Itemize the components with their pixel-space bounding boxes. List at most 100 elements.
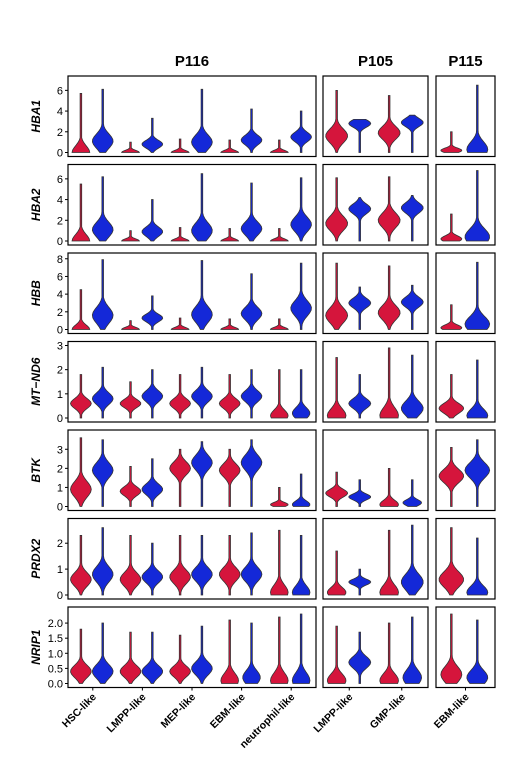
y-tick-label-nrip1-4: 2.0 (48, 618, 63, 630)
violin-nrip1-p116-hsc-like-g2 (91, 622, 114, 684)
y-tick-label-hba1-2: 4 (57, 106, 63, 118)
violin-prdx2-p116-hsc-like-g2 (92, 527, 114, 596)
violin-prdx2-p105-lmpp-like-g2 (348, 568, 372, 596)
violin-hbb-p116-mep-like-g1 (170, 317, 190, 330)
category-label-p116-hsc-like: HSC-like (60, 691, 99, 730)
violin-nrip1-p116-lmpp-like-g2 (141, 631, 164, 684)
gene-label-nrip1: NRIP1 (29, 629, 43, 665)
violin-mt-nd6-p116-mep-like-g1 (169, 374, 191, 419)
panel-prdx2-p105 (322, 517, 429, 600)
violin-mt-nd6-p115-ebm-like-g1 (438, 374, 465, 419)
violin-btk-p116-mep-like-g2 (191, 441, 213, 507)
violin-nrip1-p116-neutrophil-like-g1 (270, 616, 289, 684)
violin-nrip1-p115-ebm-like-g1 (440, 613, 463, 684)
violin-hba1-p105-gmp-like-g1 (377, 95, 401, 153)
y-tick-label-mt-nd6-0: 0 (57, 413, 63, 425)
violin-hbb-p116-hsc-like-g2 (91, 259, 114, 330)
y-tick-label-prdx2-1: 1 (57, 564, 63, 576)
violin-prdx2-p105-lmpp-like-g1 (326, 550, 347, 596)
violin-btk-p105-gmp-like-g2 (402, 479, 422, 507)
violin-hbb-p116-hsc-like-g1 (71, 289, 91, 330)
violin-btk-p116-ebm-like-g1 (218, 448, 241, 507)
violin-hba1-p116-mep-like-g2 (191, 88, 213, 153)
y-tick-label-hba2-1: 2 (57, 215, 63, 227)
violin-hbb-p116-ebm-like-g1 (220, 318, 240, 330)
violin-nrip1-p115-ebm-like-g2 (466, 619, 489, 684)
panel-hba1-p105 (322, 75, 429, 158)
violin-hba1-p116-neutrophil-like-g1 (269, 139, 289, 153)
violin-prdx2-p105-gmp-like-g2 (400, 524, 424, 596)
violin-mt-nd6-p116-mep-like-g2 (191, 366, 213, 419)
violin-hba1-p115-ebm-like-g1 (440, 131, 463, 153)
y-tick-label-btk-1: 1 (57, 482, 63, 494)
violin-hbb-p116-mep-like-g2 (191, 260, 213, 330)
violin-prdx2-p116-neutrophil-like-g1 (270, 529, 289, 596)
panel-hbb-p115 (435, 252, 496, 335)
violin-prdx2-p116-hsc-like-g1 (70, 535, 92, 596)
violin-hba1-p116-neutrophil-like-g2 (290, 110, 312, 153)
violin-prdx2-p105-gmp-like-g1 (379, 529, 399, 596)
violin-hba2-p116-hsc-like-g2 (91, 176, 114, 242)
violin-nrip1-p105-gmp-like-g1 (379, 622, 399, 684)
violin-btk-p116-neutrophil-like-g2 (291, 473, 311, 507)
violin-hba1-p105-gmp-like-g2 (400, 114, 424, 153)
violin-hba2-p105-gmp-like-g1 (377, 176, 401, 242)
panel-hbb-p105 (322, 252, 429, 335)
violin-btk-p116-neutrophil-like-g1 (270, 487, 289, 507)
panel-prdx2-p116 (67, 517, 317, 600)
panel-nrip1-p105 (322, 606, 429, 689)
violin-nrip1-p105-gmp-like-g2 (402, 616, 423, 684)
panel-hba2-p115 (435, 163, 496, 246)
panel-hba1-p116 (67, 75, 317, 158)
violin-hbb-p105-gmp-like-g1 (377, 265, 401, 330)
y-tick-label-nrip1-1: 0.5 (48, 663, 63, 675)
violin-hbb-p116-ebm-like-g2 (240, 273, 263, 330)
violin-mt-nd6-p116-lmpp-like-g2 (141, 369, 164, 419)
y-tick-label-prdx2-0: 0 (57, 590, 63, 602)
y-tick-label-nrip1-2: 1.0 (48, 648, 63, 660)
violin-hba1-p105-lmpp-like-g2 (348, 118, 372, 153)
violin-mt-nd6-p116-lmpp-like-g1 (119, 381, 142, 419)
violin-nrip1-p105-lmpp-like-g1 (326, 625, 347, 684)
violin-hba1-p116-mep-like-g1 (170, 138, 190, 153)
y-tick-label-mt-nd6-3: 3 (57, 341, 63, 353)
violin-hba2-p105-lmpp-like-g1 (325, 177, 349, 242)
y-tick-label-nrip1-3: 1.5 (48, 633, 63, 645)
violin-btk-p116-hsc-like-g1 (70, 437, 92, 507)
violin-prdx2-p116-ebm-like-g1 (218, 535, 241, 596)
violin-mt-nd6-p116-ebm-like-g1 (218, 374, 241, 419)
violin-prdx2-p116-ebm-like-g2 (240, 532, 263, 596)
y-tick-label-mt-nd6-1: 1 (57, 389, 63, 401)
y-tick-label-hbb-1: 2 (57, 307, 63, 319)
panel-hba2-p105 (322, 163, 429, 246)
violin-hba2-p116-mep-like-g1 (170, 227, 190, 242)
violin-mt-nd6-p116-neutrophil-like-g2 (291, 369, 311, 419)
violin-hba2-p105-lmpp-like-g2 (348, 197, 372, 242)
violin-hbb-p115-ebm-like-g2 (464, 261, 491, 330)
violin-nrip1-p116-ebm-like-g1 (220, 619, 239, 684)
gene-label-hbb: HBB (29, 280, 43, 306)
violin-mt-nd6-p116-neutrophil-like-g1 (270, 369, 289, 419)
violin-prdx2-p116-neutrophil-like-g2 (291, 535, 311, 596)
column-title-p115: P115 (448, 53, 482, 70)
violin-prdx2-p116-lmpp-like-g1 (119, 535, 142, 596)
violin-mt-nd6-p105-lmpp-like-g1 (326, 357, 347, 419)
y-tick-label-btk-2: 2 (57, 463, 63, 475)
violin-nrip1-p116-hsc-like-g1 (70, 628, 92, 684)
violin-nrip1-p116-lmpp-like-g1 (119, 631, 142, 684)
violin-nrip1-p116-neutrophil-like-g2 (291, 613, 311, 684)
y-tick-label-btk-3: 3 (57, 444, 63, 456)
gene-label-btk: BTK (29, 457, 43, 483)
violin-hba1-p105-lmpp-like-g1 (325, 89, 348, 153)
category-label-p105-lmpp-like: LMPP-like (311, 691, 355, 735)
y-tick-label-hba1-1: 2 (57, 127, 63, 139)
panel-mt-nd6-p115 (435, 340, 496, 423)
violin-prdx2-p115-ebm-like-g2 (466, 537, 489, 596)
category-label-p115-ebm-like: EBM-like (432, 691, 472, 731)
violin-hbb-p116-neutrophil-like-g2 (290, 262, 312, 330)
violin-btk-p116-ebm-like-g2 (240, 439, 263, 507)
violin-btk-p105-lmpp-like-g1 (325, 471, 349, 507)
y-tick-label-hba1-0: 0 (57, 148, 63, 160)
violin-btk-p116-lmpp-like-g2 (141, 458, 164, 507)
violin-btk-p105-lmpp-like-g2 (348, 479, 372, 507)
